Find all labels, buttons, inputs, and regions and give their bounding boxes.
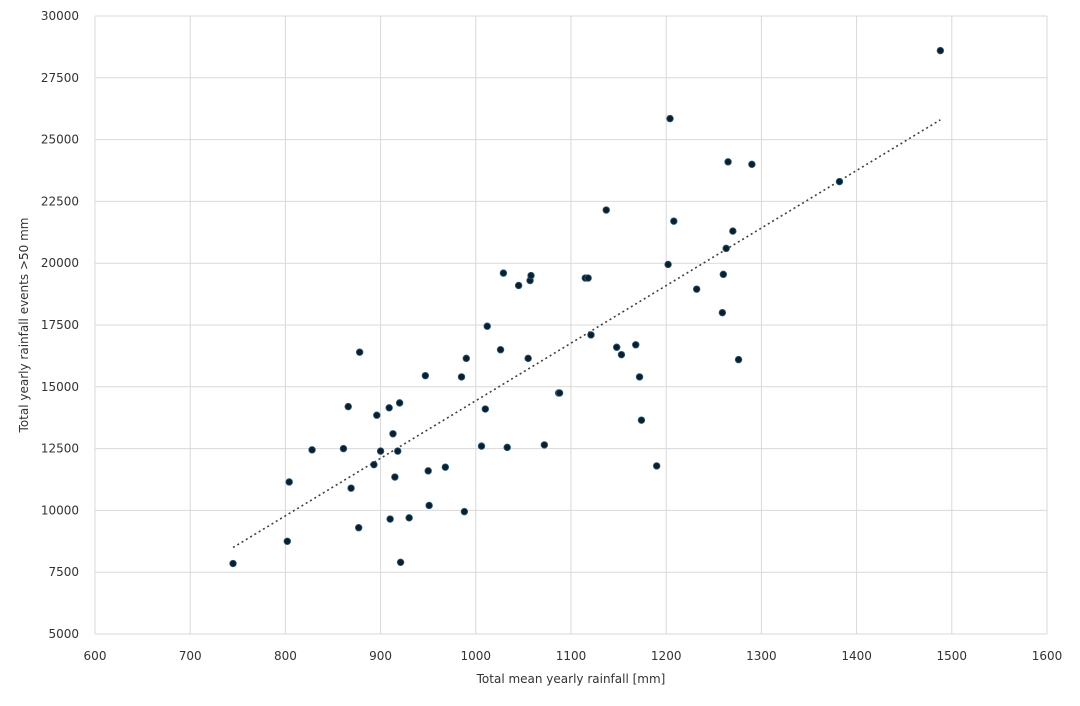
data-point [584,274,592,282]
data-point [394,447,402,455]
data-point [637,416,646,424]
data-point [373,411,381,419]
data-point [602,206,610,214]
data-point [527,271,535,280]
data-point [499,269,508,277]
x-axis-ticks: 600 700 800 900 1000 1100 1200 1300 1400 1500 1600 [84,649,1063,663]
data-point [405,514,413,522]
data-point [441,463,450,471]
data-point [481,405,490,413]
data-point [462,354,470,363]
x-tick-label: 700 [179,649,202,663]
x-tick-label: 1600 [1032,649,1063,663]
y-axis-ticks: 5000 7500 10000 12500 15000 17500 20000 22500 25… [41,9,79,641]
x-tick-label: 900 [369,649,392,663]
y-tick-label: 30000 [41,9,79,23]
data-point [524,354,532,363]
data-point [722,244,730,253]
x-tick-label: 1200 [651,649,682,663]
data-point [652,462,661,470]
data-point [283,537,292,545]
data-point [376,447,385,455]
data-point [664,260,672,269]
y-tick-label: 25000 [41,133,79,147]
data-point [587,331,595,339]
x-tick-label: 1100 [556,649,587,663]
data-point [540,441,549,449]
data-point [285,478,293,486]
data-point [724,158,732,166]
data-point [395,399,404,407]
data-point [477,442,486,450]
y-tick-label: 5000 [48,627,79,641]
data-point [424,467,432,475]
data-point [729,227,737,235]
grid-lines [94,15,1048,635]
y-tick-label: 27500 [41,71,79,85]
y-tick-label: 20000 [41,256,79,270]
data-point [734,355,743,364]
data-point [389,430,397,438]
y-tick-label: 10000 [41,503,79,517]
data-point [308,446,316,454]
x-tick-label: 1500 [937,649,968,663]
data-point [670,217,678,225]
data-point [514,281,523,290]
y-tick-label: 22500 [41,194,79,208]
data-point [355,348,364,356]
x-tick-label: 600 [84,649,107,663]
data-point [635,373,644,381]
data-point [617,350,626,359]
data-point [421,371,430,380]
x-tick-label: 1400 [841,649,872,663]
data-point [339,444,348,453]
data-point [719,270,728,279]
data-point [692,285,701,293]
x-tick-label: 1000 [461,649,492,663]
data-point [391,473,399,481]
linear-trendline [232,119,941,549]
data-point [386,515,394,523]
y-tick-label: 17500 [41,318,79,332]
y-tick-label: 7500 [48,565,79,579]
data-point [503,443,511,452]
data-point [425,501,433,510]
data-point [355,524,363,532]
data-point [496,346,505,354]
data-point [666,114,674,123]
data-point [347,484,355,492]
data-point [936,46,945,55]
trendline [232,119,941,549]
x-tick-label: 1300 [746,649,777,663]
data-point [344,402,352,411]
data-point [555,389,564,397]
data-point [457,373,466,381]
data-point [385,404,393,412]
x-tick-label: 800 [274,649,297,663]
data-point [612,343,621,351]
data-point [718,308,727,317]
data-point [632,341,640,349]
data-point [835,177,844,186]
data-point [229,559,237,568]
data-point [370,460,378,469]
x-axis-title: Total mean yearly rainfall [mm] [476,672,666,686]
data-point [748,160,756,169]
data-points [229,46,945,568]
data-point [483,322,491,330]
y-axis-title: Total yearly rainfall events >50 mm [17,218,31,434]
data-point [460,507,469,516]
data-point [396,558,405,567]
y-tick-label: 15000 [41,380,79,394]
y-tick-label: 12500 [41,442,79,456]
